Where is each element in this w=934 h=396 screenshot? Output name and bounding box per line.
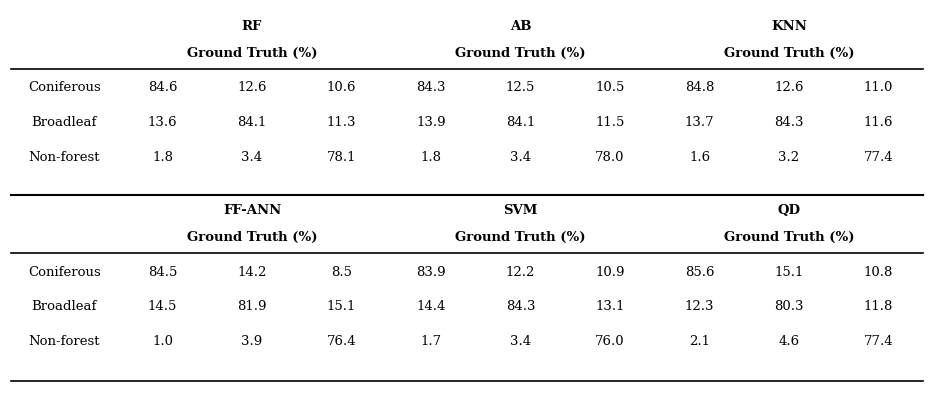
Text: 84.3: 84.3: [774, 116, 804, 129]
Text: 13.1: 13.1: [595, 300, 625, 313]
Text: 2.1: 2.1: [689, 335, 710, 348]
Text: 84.8: 84.8: [685, 82, 715, 94]
Text: 14.4: 14.4: [417, 300, 446, 313]
Text: 84.6: 84.6: [148, 82, 177, 94]
Text: 11.5: 11.5: [595, 116, 625, 129]
Text: 13.9: 13.9: [417, 116, 446, 129]
Text: 1.6: 1.6: [689, 151, 710, 164]
Text: FF-ANN: FF-ANN: [223, 204, 281, 217]
Text: Ground Truth (%): Ground Truth (%): [724, 47, 855, 60]
Text: 84.3: 84.3: [506, 300, 535, 313]
Text: 11.6: 11.6: [864, 116, 893, 129]
Text: 84.1: 84.1: [506, 116, 535, 129]
Text: 13.7: 13.7: [685, 116, 715, 129]
Text: 77.4: 77.4: [864, 335, 893, 348]
Text: SVM: SVM: [503, 204, 538, 217]
Text: Ground Truth (%): Ground Truth (%): [455, 47, 586, 60]
Text: 84.1: 84.1: [237, 116, 267, 129]
Text: 11.0: 11.0: [864, 82, 893, 94]
Text: 81.9: 81.9: [237, 300, 267, 313]
Text: Coniferous: Coniferous: [28, 265, 101, 278]
Text: 12.2: 12.2: [506, 265, 535, 278]
Text: 84.3: 84.3: [417, 82, 446, 94]
Text: 10.5: 10.5: [595, 82, 625, 94]
Text: 10.6: 10.6: [327, 82, 356, 94]
Text: 83.9: 83.9: [417, 265, 446, 278]
Text: RF: RF: [242, 20, 262, 33]
Text: AB: AB: [510, 20, 531, 33]
Text: 8.5: 8.5: [331, 265, 352, 278]
Text: 3.4: 3.4: [510, 151, 531, 164]
Text: 3.2: 3.2: [778, 151, 800, 164]
Text: 77.4: 77.4: [864, 151, 893, 164]
Text: KNN: KNN: [771, 20, 807, 33]
Text: Broadleaf: Broadleaf: [32, 300, 97, 313]
Text: 14.2: 14.2: [237, 265, 267, 278]
Text: 84.5: 84.5: [148, 265, 177, 278]
Text: 13.6: 13.6: [148, 116, 177, 129]
Text: 12.6: 12.6: [774, 82, 804, 94]
Text: Ground Truth (%): Ground Truth (%): [187, 231, 318, 244]
Text: Coniferous: Coniferous: [28, 82, 101, 94]
Text: 85.6: 85.6: [685, 265, 715, 278]
Text: 1.8: 1.8: [152, 151, 173, 164]
Text: 12.5: 12.5: [506, 82, 535, 94]
Text: Broadleaf: Broadleaf: [32, 116, 97, 129]
Text: 1.8: 1.8: [420, 151, 442, 164]
Text: QD: QD: [777, 204, 800, 217]
Text: 76.0: 76.0: [595, 335, 625, 348]
Text: 11.8: 11.8: [864, 300, 893, 313]
Text: 11.3: 11.3: [327, 116, 356, 129]
Text: 3.9: 3.9: [241, 335, 262, 348]
Text: 14.5: 14.5: [148, 300, 177, 313]
Text: 3.4: 3.4: [510, 335, 531, 348]
Text: 15.1: 15.1: [327, 300, 356, 313]
Text: 12.6: 12.6: [237, 82, 267, 94]
Text: 1.7: 1.7: [420, 335, 442, 348]
Text: 3.4: 3.4: [242, 151, 262, 164]
Text: 78.1: 78.1: [327, 151, 356, 164]
Text: Ground Truth (%): Ground Truth (%): [724, 231, 855, 244]
Text: Ground Truth (%): Ground Truth (%): [187, 47, 318, 60]
Text: Ground Truth (%): Ground Truth (%): [455, 231, 586, 244]
Text: 4.6: 4.6: [778, 335, 800, 348]
Text: 76.4: 76.4: [327, 335, 357, 348]
Text: 78.0: 78.0: [595, 151, 625, 164]
Text: Non-forest: Non-forest: [29, 335, 100, 348]
Text: 15.1: 15.1: [774, 265, 804, 278]
Text: 80.3: 80.3: [774, 300, 804, 313]
Text: Non-forest: Non-forest: [29, 151, 100, 164]
Text: 12.3: 12.3: [685, 300, 715, 313]
Text: 10.9: 10.9: [595, 265, 625, 278]
Text: 10.8: 10.8: [864, 265, 893, 278]
Text: 1.0: 1.0: [152, 335, 173, 348]
